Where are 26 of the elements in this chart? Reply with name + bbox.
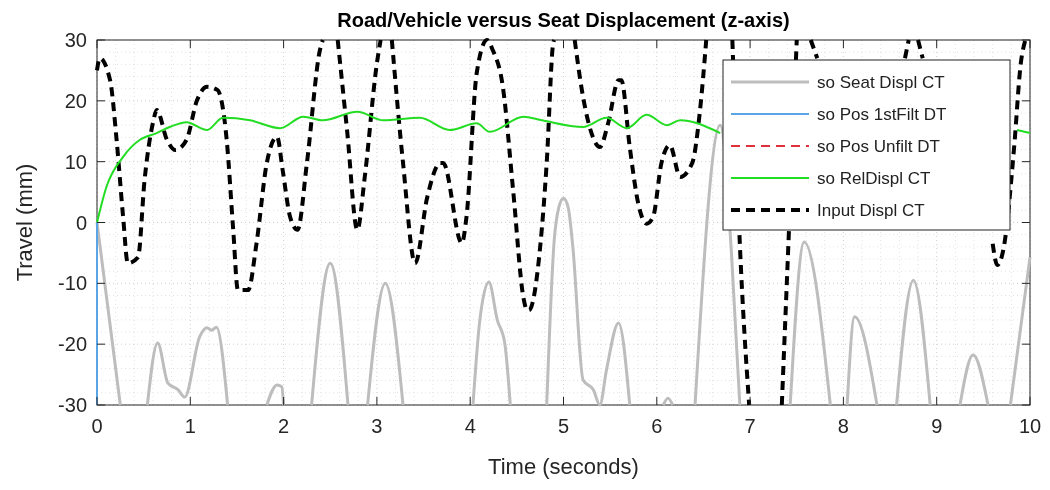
- legend-label: so Seat Displ CT: [817, 73, 945, 92]
- y-tick-label: -10: [58, 272, 87, 295]
- y-tick-label: 30: [64, 29, 87, 51]
- legend-label: Input Displ CT: [817, 201, 925, 220]
- x-tick-label: 5: [557, 415, 570, 437]
- x-tick-label: 8: [837, 415, 849, 437]
- x-tick-label: 2: [278, 415, 290, 437]
- x-tick-label: 4: [464, 415, 476, 437]
- y-tick-label: 20: [64, 89, 87, 112]
- legend-label: so Pos 1stFilt DT: [817, 105, 947, 124]
- x-tick-label: 7: [744, 415, 756, 437]
- x-tick-label: 1: [184, 415, 196, 437]
- y-tick-label: 10: [64, 150, 87, 173]
- y-tick-label: 0: [75, 211, 87, 234]
- x-tick-label: 3: [371, 415, 383, 437]
- legend-label: so RelDispl CT: [817, 169, 931, 188]
- x-axis-title: Time (seconds): [488, 454, 639, 479]
- x-tick-label: 10: [1018, 415, 1042, 437]
- x-tick-label: 6: [651, 415, 663, 437]
- y-tick-label: -20: [58, 333, 87, 356]
- y-tick-label: -30: [58, 394, 87, 416]
- x-tick-label: 9: [931, 415, 943, 437]
- y-axis-title: Travel (mm): [12, 163, 37, 282]
- x-tick-label: 0: [91, 415, 103, 437]
- chart-title: Road/Vehicle versus Seat Displacement (z-axis): [337, 9, 790, 31]
- legend-label: so Pos Unfilt DT: [817, 137, 940, 156]
